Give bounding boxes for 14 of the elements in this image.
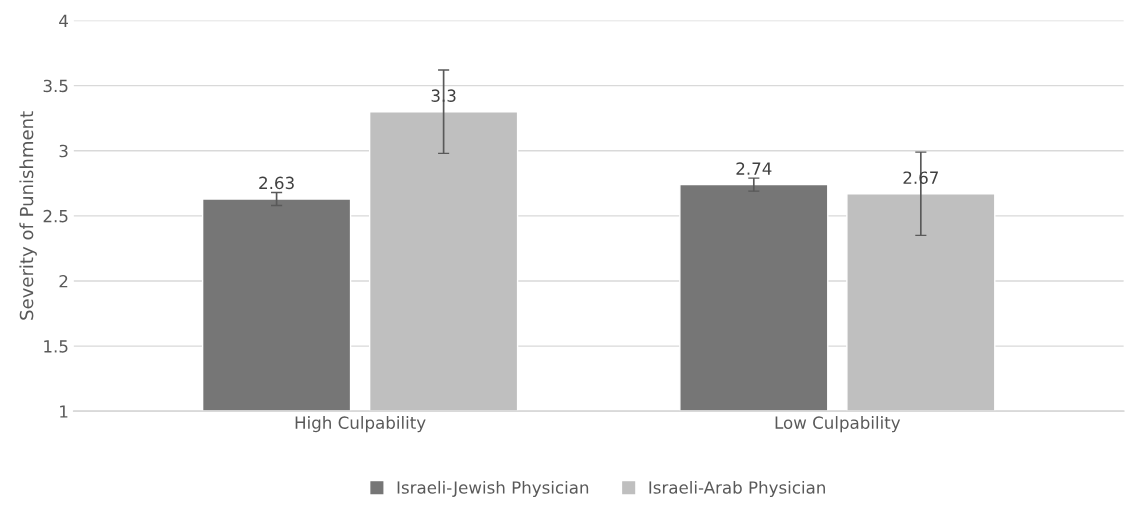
y-tick-label: 2 [59,274,68,288]
y-axis-title: Severity of Punishment [19,111,37,320]
data-label: 2.74 [736,162,772,175]
data-label: 2.63 [259,176,294,190]
legend-label: Israeli-Jewish Physician [397,480,589,498]
y-tick-label: 3.5 [43,79,68,93]
y-tick-label: 1 [60,405,68,418]
x-tick-label: Low Culpability [775,416,901,433]
x-tick-label: High Culpability [295,416,426,433]
legend-label: Israeli-Arab Physician [649,480,825,498]
y-tick-label: 3 [59,144,68,158]
y-tick-label: 1.5 [44,340,68,353]
y-tick-label: 4 [59,14,68,27]
y-tick-label: 2.5 [43,209,68,223]
